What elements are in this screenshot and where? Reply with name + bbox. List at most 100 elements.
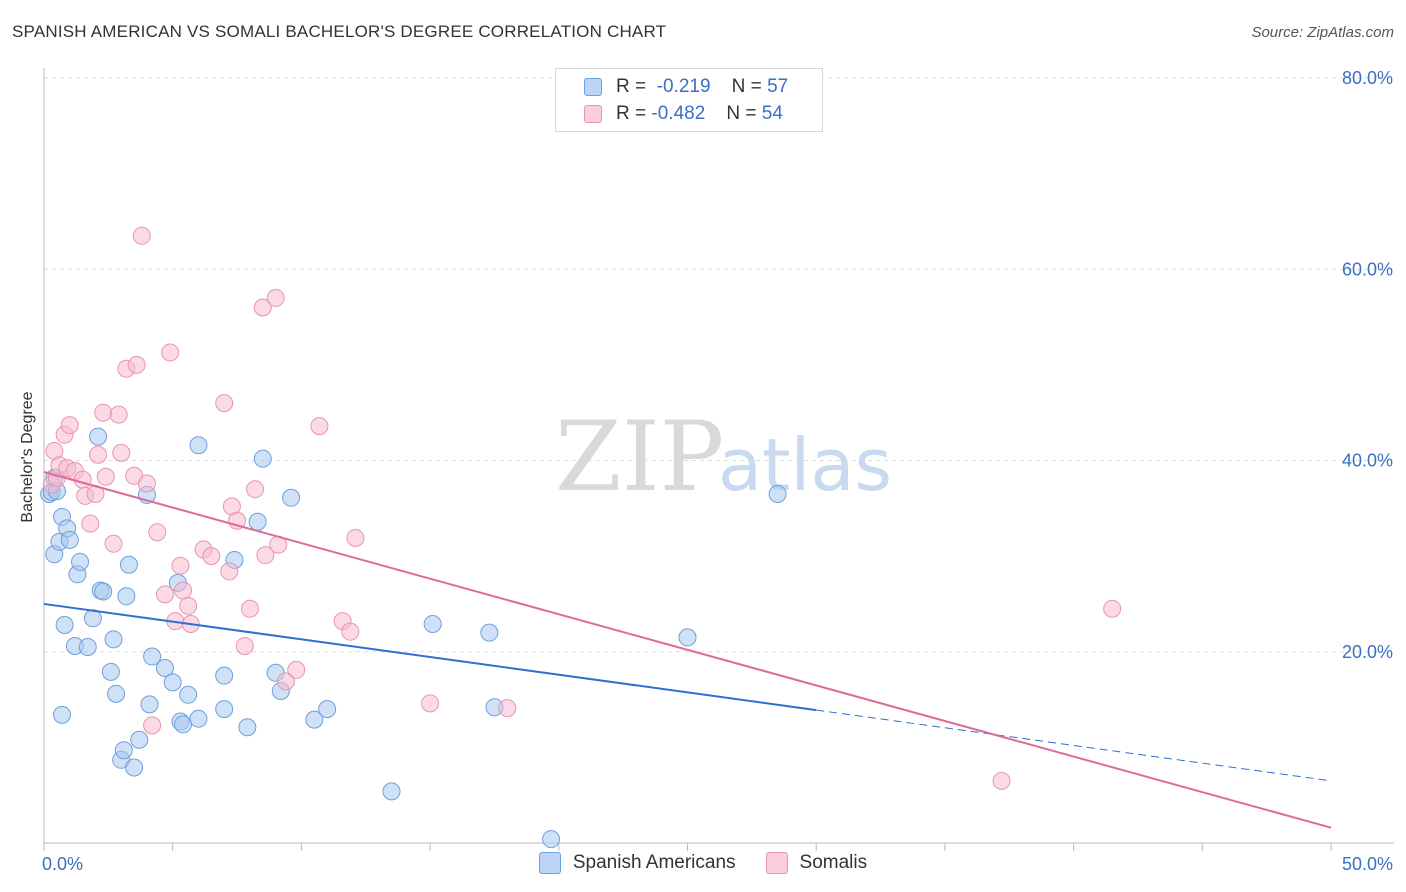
point-spanish-americans: [155, 659, 174, 678]
legend-n-label: N =: [731, 76, 762, 97]
point-spanish-americans: [423, 615, 442, 634]
y-tick-label: 80.0%: [1342, 68, 1393, 88]
chart-title: SPANISH AMERICAN VS SOMALI BACHELOR'S DE…: [12, 22, 667, 41]
point-spanish-americans: [55, 615, 74, 634]
point-somalis: [246, 480, 265, 499]
point-spanish-americans: [305, 710, 324, 729]
point-somalis: [276, 672, 295, 691]
point-spanish-americans: [140, 695, 159, 714]
point-somalis: [73, 470, 92, 489]
point-spanish-americans: [768, 484, 787, 503]
legend-r-label: R =: [616, 103, 647, 124]
point-somalis: [266, 288, 285, 307]
point-spanish-americans: [248, 512, 267, 531]
point-somalis: [173, 581, 192, 600]
point-somalis: [235, 637, 254, 656]
grid-lines: [44, 77, 1394, 653]
x-tick-labels: 0.0% 50.0%: [42, 854, 1393, 874]
point-somalis: [256, 546, 275, 565]
point-spanish-americans: [215, 666, 234, 685]
point-somalis: [287, 660, 306, 679]
point-somalis: [137, 474, 156, 493]
point-somalis: [94, 403, 113, 422]
legend-r-value: -0.219: [656, 76, 711, 97]
point-spanish-americans: [173, 715, 192, 734]
point-spanish-americans: [253, 449, 272, 468]
point-somalis: [215, 394, 234, 413]
point-spanish-americans: [318, 700, 337, 719]
point-somalis: [310, 417, 329, 436]
correlation-legend: R = -0.219 N = 57 R = -0.482 N = 54: [555, 68, 823, 132]
y-tick-label: 20.0%: [1342, 642, 1393, 662]
point-somalis: [220, 562, 239, 581]
y-tick-labels: 20.0% 40.0% 60.0% 80.0%: [1342, 68, 1393, 662]
series-legend-spanish-americans[interactable]: Spanish Americans: [538, 852, 736, 874]
legend-swatch-blue: [584, 78, 602, 96]
trend-line-somalis: [43, 471, 1332, 829]
trend-line-spanish-americans: [43, 602, 817, 712]
point-spanish-americans: [130, 730, 149, 749]
point-somalis: [240, 599, 259, 618]
watermark: ZIP atlas: [555, 401, 892, 513]
point-spanish-americans: [94, 582, 113, 601]
point-spanish-americans: [89, 427, 108, 446]
point-spanish-americans: [60, 530, 79, 549]
legend-n-value: 57: [767, 76, 789, 97]
point-somalis: [171, 556, 190, 575]
point-spanish-americans: [71, 552, 90, 571]
legend-row-spanish-americans: R = -0.219 N = 57: [584, 76, 788, 98]
watermark-atlas: atlas: [718, 423, 892, 507]
legend-r-value: -0.482: [651, 103, 706, 124]
point-somalis: [253, 298, 272, 317]
y-tick-label: 60.0%: [1342, 259, 1393, 279]
series-legend-somalis[interactable]: Somalis: [765, 852, 868, 874]
point-spanish-americans: [117, 587, 136, 606]
series-label: Somalis: [799, 852, 868, 873]
point-somalis: [132, 226, 151, 245]
point-somalis: [109, 405, 128, 424]
point-somalis: [421, 694, 440, 713]
trend-line-extension: [816, 709, 1332, 782]
series-legend: Spanish Americans Somalis: [0, 852, 1406, 874]
legend-row-somalis: R = -0.482 N = 54: [584, 103, 783, 125]
point-somalis: [498, 699, 517, 718]
trend-lines: [43, 471, 1332, 829]
point-somalis: [143, 716, 162, 735]
point-spanish-americans: [215, 700, 234, 719]
legend-swatch-pink: [584, 105, 602, 123]
point-somalis: [148, 523, 167, 542]
point-somalis: [127, 355, 146, 374]
point-spanish-americans: [114, 741, 133, 760]
point-spanish-americans: [119, 555, 138, 574]
watermark-zip: ZIP: [555, 401, 724, 513]
point-spanish-americans: [282, 488, 301, 507]
point-somalis: [89, 445, 108, 464]
series-swatch-pink: [765, 852, 788, 874]
point-spanish-americans: [179, 685, 198, 704]
x-tick-label: 50.0%: [1342, 854, 1393, 874]
y-tick-label: 40.0%: [1342, 451, 1393, 471]
point-spanish-americans: [189, 709, 208, 728]
point-somalis: [992, 771, 1011, 790]
point-somalis: [81, 514, 100, 533]
point-spanish-americans: [189, 436, 208, 455]
point-spanish-americans: [101, 662, 120, 681]
point-somalis: [202, 547, 221, 566]
legend-n-label: N =: [726, 103, 757, 124]
point-somalis: [179, 596, 198, 615]
point-spanish-americans: [78, 637, 97, 656]
point-somalis: [104, 534, 123, 553]
point-spanish-americans: [480, 623, 499, 642]
point-somalis: [60, 416, 79, 435]
point-spanish-americans: [125, 758, 144, 777]
point-somalis: [346, 528, 365, 547]
point-somalis: [112, 443, 131, 462]
point-somalis: [155, 585, 174, 604]
point-spanish-americans: [678, 628, 697, 647]
series-swatch-blue: [538, 852, 561, 874]
point-spanish-americans: [53, 705, 72, 724]
point-spanish-americans: [542, 830, 561, 849]
point-spanish-americans: [104, 630, 123, 649]
point-spanish-americans: [143, 647, 162, 666]
